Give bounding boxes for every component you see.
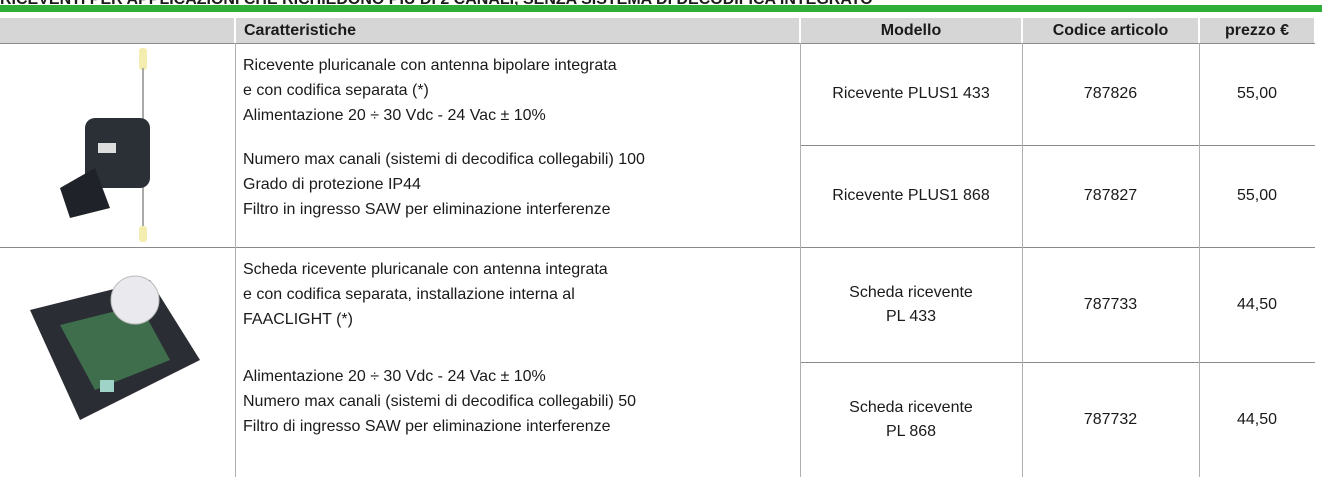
model-line: PL 868 (885, 422, 937, 440)
column-divider (1199, 43, 1200, 477)
description: Alimentazione 20 ÷ 30 Vdc - 24 Vac ± 10%… (243, 364, 636, 439)
model-line: Scheda ricevente (849, 283, 973, 301)
description: Scheda ricevente pluricanale con antenna… (243, 257, 608, 332)
column-header: prezzo € (1200, 18, 1314, 43)
price: 55,00 (1236, 85, 1278, 102)
description-line: e con codifica separata (*) (243, 82, 429, 99)
model: Scheda ricevente PL 433 (800, 247, 1022, 362)
article-code: 787732 (1083, 410, 1138, 428)
model-line: Ricevente PLUS1 868 (832, 187, 990, 204)
article-code: 787827 (1083, 187, 1138, 204)
row-divider (0, 43, 1315, 44)
model-line: PL 433 (885, 307, 937, 325)
price: 44,50 (1236, 295, 1278, 313)
description-line: Filtro in ingresso SAW per eliminazione … (243, 201, 611, 218)
header-fill (0, 18, 234, 43)
description: Numero max canali (sistemi di decodifica… (243, 147, 645, 222)
column-header: Caratteristiche (236, 18, 799, 43)
column-header: Codice articolo (1023, 18, 1198, 43)
description-line: Alimentazione 20 ÷ 30 Vdc - 24 Vac ± 10% (243, 107, 546, 124)
price: 55,00 (1236, 187, 1278, 204)
subrow-divider (800, 145, 1315, 146)
product-image (30, 275, 200, 420)
product-image (60, 48, 150, 242)
article-code: 787826 (1083, 85, 1138, 102)
model: Ricevente PLUS1 433 (800, 43, 1022, 145)
article-code: 787733 (1083, 295, 1138, 313)
subrow-divider (800, 362, 1315, 363)
description-line: Alimentazione 20 ÷ 30 Vdc - 24 Vac ± 10% (243, 368, 546, 385)
column-header: Modello (801, 18, 1021, 43)
price: 44,50 (1236, 410, 1278, 428)
model: Ricevente PLUS1 868 (800, 145, 1022, 247)
column-divider (235, 43, 236, 477)
model-line: Ricevente PLUS1 433 (832, 85, 990, 102)
description-line: Filtro di ingresso SAW per eliminazione … (243, 418, 611, 435)
description-line: Grado di protezione IP44 (243, 176, 421, 193)
description-line: Numero max canali (sistemi di decodifica… (243, 151, 645, 168)
column-divider (800, 43, 801, 477)
description-line: Scheda ricevente pluricanale con antenna… (243, 261, 608, 278)
description-line: FAACLIGHT (*) (243, 311, 353, 328)
description-line: e con codifica separata, installazione i… (243, 286, 575, 303)
model-line: Scheda ricevente (849, 398, 973, 416)
model: Scheda ricevente PL 868 (800, 362, 1022, 477)
row-divider (0, 247, 1315, 248)
description: Ricevente pluricanale con antenna bipola… (243, 53, 617, 128)
description-line: Numero max canali (sistemi di decodifica… (243, 393, 637, 410)
section-title: RICEVENTI PER APPLICAZIONI CHE RICHIEDON… (0, 0, 873, 9)
description-line: Ricevente pluricanale con antenna bipola… (243, 57, 617, 74)
title-rule (0, 5, 1322, 12)
column-divider (1022, 43, 1023, 477)
